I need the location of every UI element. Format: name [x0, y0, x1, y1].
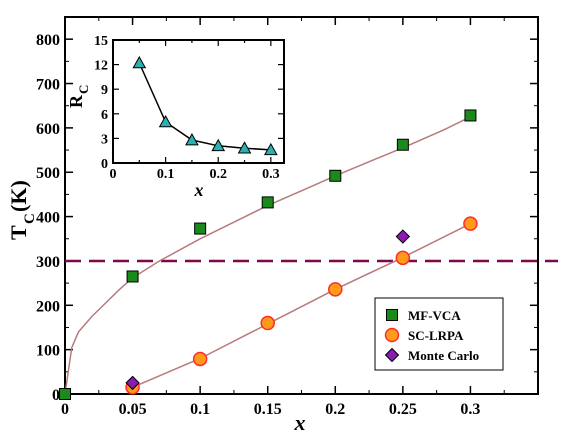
legend: MF-VCA SC-LRPA Monte Carlo: [374, 297, 504, 371]
y-axis-title-main: T: [6, 225, 31, 240]
inset-x-tick-label: 0: [110, 167, 117, 182]
mf-vca-point: [464, 109, 477, 122]
inset-x-tick-label: 0.3: [262, 167, 280, 182]
y-tick-label: 600: [36, 121, 60, 138]
y-tick-label: 100: [36, 343, 60, 360]
sc-lrpa-point: [463, 216, 478, 231]
y-tick-label: 500: [36, 165, 60, 182]
x-tick-label: 0: [61, 401, 69, 418]
y-tick-label: 200: [36, 298, 60, 315]
y-axis-title-unit: (K): [6, 180, 31, 212]
mf-vca-point: [59, 388, 71, 400]
mf-vca-point: [261, 196, 274, 209]
sc-lrpa-point: [328, 282, 343, 297]
series-monte-carlo: [125, 229, 411, 391]
inset-y-tick-label: 0: [101, 157, 108, 172]
rc-point: [185, 133, 199, 146]
sc-lrpa-point: [395, 250, 411, 266]
mf-vca-point: [126, 270, 139, 283]
legend-marker-sc-lrpa: [384, 327, 400, 343]
rc-point: [158, 114, 173, 128]
rc-point: [132, 55, 147, 69]
y-tick-label: 700: [36, 77, 60, 94]
fit-curve-1: [64, 116, 471, 395]
monte-carlo-point: [125, 375, 140, 391]
sc-lrpa-point: [260, 315, 275, 331]
y-tick-label: 300: [36, 254, 60, 271]
x-tick-label: 0.25: [389, 401, 417, 418]
mf-vca-point: [329, 169, 342, 182]
y-axis-title: T C (K): [6, 180, 38, 240]
inset-y-axis-title-sub: C: [76, 85, 91, 94]
main-plot: 0 0.05 0.1 0.15 0.2 0.25 0.3010020030040050060…: [36, 16, 558, 418]
inset-y-tick-label: 12: [94, 59, 108, 74]
mf-vca-point: [396, 138, 409, 151]
inset-x-tick-label: 0.1: [157, 167, 175, 182]
x-axis-title: x: [294, 410, 306, 435]
rc-point: [263, 142, 278, 156]
x-tick-label: 0.1: [190, 401, 210, 418]
inset-y-tick-label: 3: [101, 132, 108, 147]
legend-marker-mf-vca: [386, 309, 398, 321]
inset-y-tick-label: 9: [101, 83, 108, 98]
inset-x-tick-label: 0.2: [209, 167, 227, 182]
legend-label: MF-VCA: [408, 308, 461, 323]
legend-label: Monte Carlo: [408, 348, 479, 363]
y-tick-label: 0: [52, 387, 60, 404]
mf-vca-point: [194, 222, 207, 235]
inset-y-axis-title: R C: [66, 85, 91, 108]
rc-line: [138, 62, 271, 151]
inset-plot: 0 0.1 0.2 0.3 0 3 6 9 12 15: [94, 34, 285, 182]
sc-lrpa-point: [192, 351, 208, 367]
x-tick-label: 0.05: [119, 401, 147, 418]
monte-carlo-point: [395, 229, 411, 244]
x-tick-label: 0.3: [460, 401, 480, 418]
y-axis-title-sub: C: [22, 213, 38, 224]
y-tick-label: 800: [36, 32, 60, 49]
inset-y-tick-label: 15: [94, 34, 108, 49]
series-mf-vca: [59, 109, 477, 400]
legend-label: SC-LRPA: [408, 328, 464, 343]
fit-curve-2: [132, 223, 471, 388]
x-tick-label: 0.15: [254, 401, 282, 418]
rc-point: [211, 138, 226, 152]
rc-point: [237, 141, 252, 154]
inset-y-tick-label: 6: [101, 108, 108, 123]
legend-marker-monte-carlo: [384, 347, 400, 363]
x-tick-label: 0.2: [325, 401, 345, 418]
inset-y-axis-title-main: R: [66, 94, 86, 108]
inset-x-axis-title: x: [194, 180, 204, 200]
y-tick-label: 400: [36, 210, 60, 227]
